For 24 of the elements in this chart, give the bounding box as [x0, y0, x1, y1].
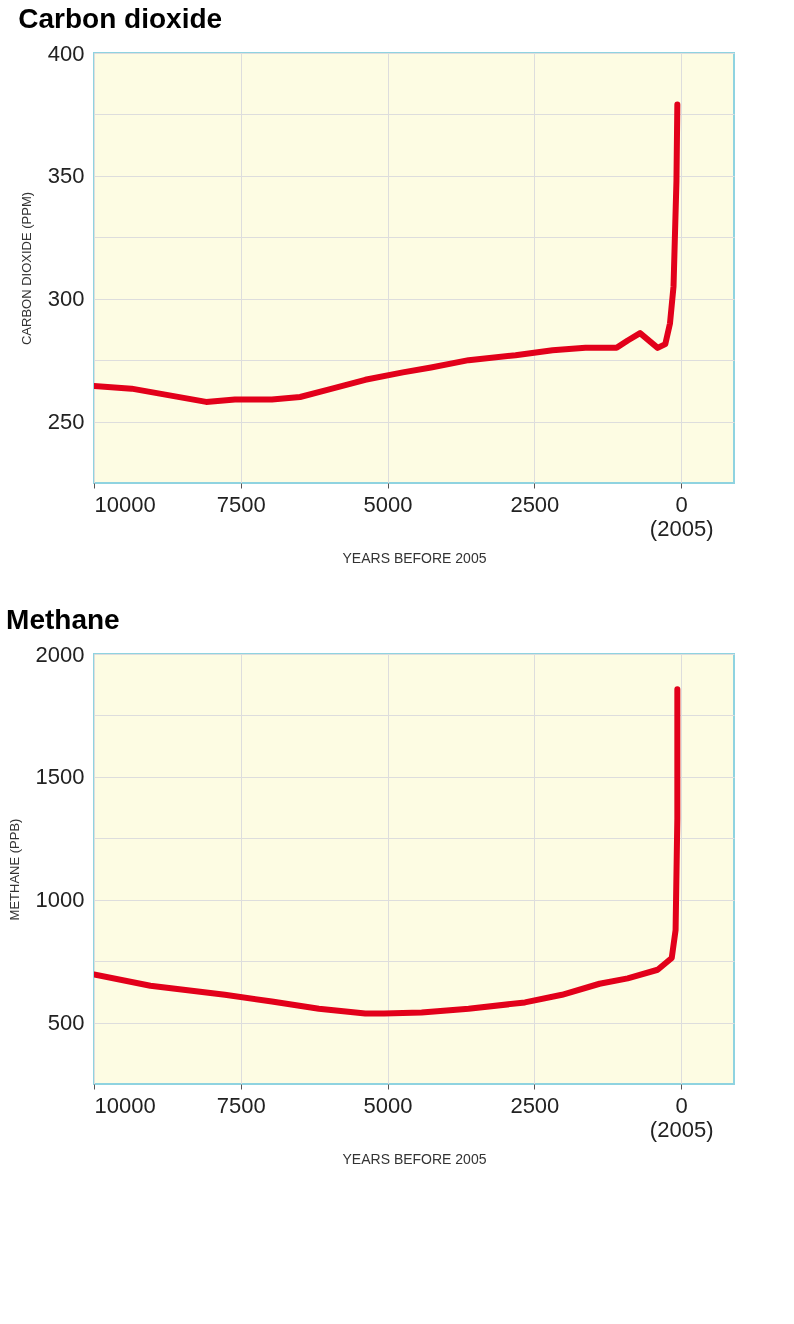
y-tick-label: 1000	[35, 887, 85, 913]
x-tick-label: 5000	[363, 491, 413, 517]
chart-title: Carbon dioxide	[18, 3, 223, 34]
x-tick-label: 2500	[510, 491, 560, 517]
y-tick-label: 400	[47, 40, 85, 66]
x-axis-title: YEARS BEFORE 2005	[342, 1150, 487, 1167]
y-tick-label: 350	[47, 163, 85, 189]
x-tick-label: 0 (2005)	[649, 1092, 714, 1142]
y-axis-title: METHANE (PPB)	[6, 818, 22, 921]
x-tick-label: 5000	[363, 1092, 413, 1118]
x-tick-label: 10000	[94, 1092, 156, 1118]
y-tick-label: 500	[47, 1010, 85, 1036]
x-tick-label: 0 (2005)	[649, 491, 714, 541]
y-tick-label: 300	[47, 286, 85, 312]
x-tick-label: 2500	[510, 1092, 560, 1118]
x-tick-label: 10000	[94, 491, 156, 517]
y-tick-label: 250	[47, 409, 85, 435]
x-tick-label: 7500	[216, 1092, 266, 1118]
chart-title: Methane	[6, 604, 120, 635]
y-axis-title: CARBON DIOXIDE (PPM)	[18, 191, 34, 346]
y-tick-label: 2000	[35, 641, 85, 667]
x-tick-label: 7500	[216, 491, 266, 517]
y-tick-label: 1500	[35, 764, 85, 790]
x-axis-title: YEARS BEFORE 2005	[342, 549, 487, 566]
